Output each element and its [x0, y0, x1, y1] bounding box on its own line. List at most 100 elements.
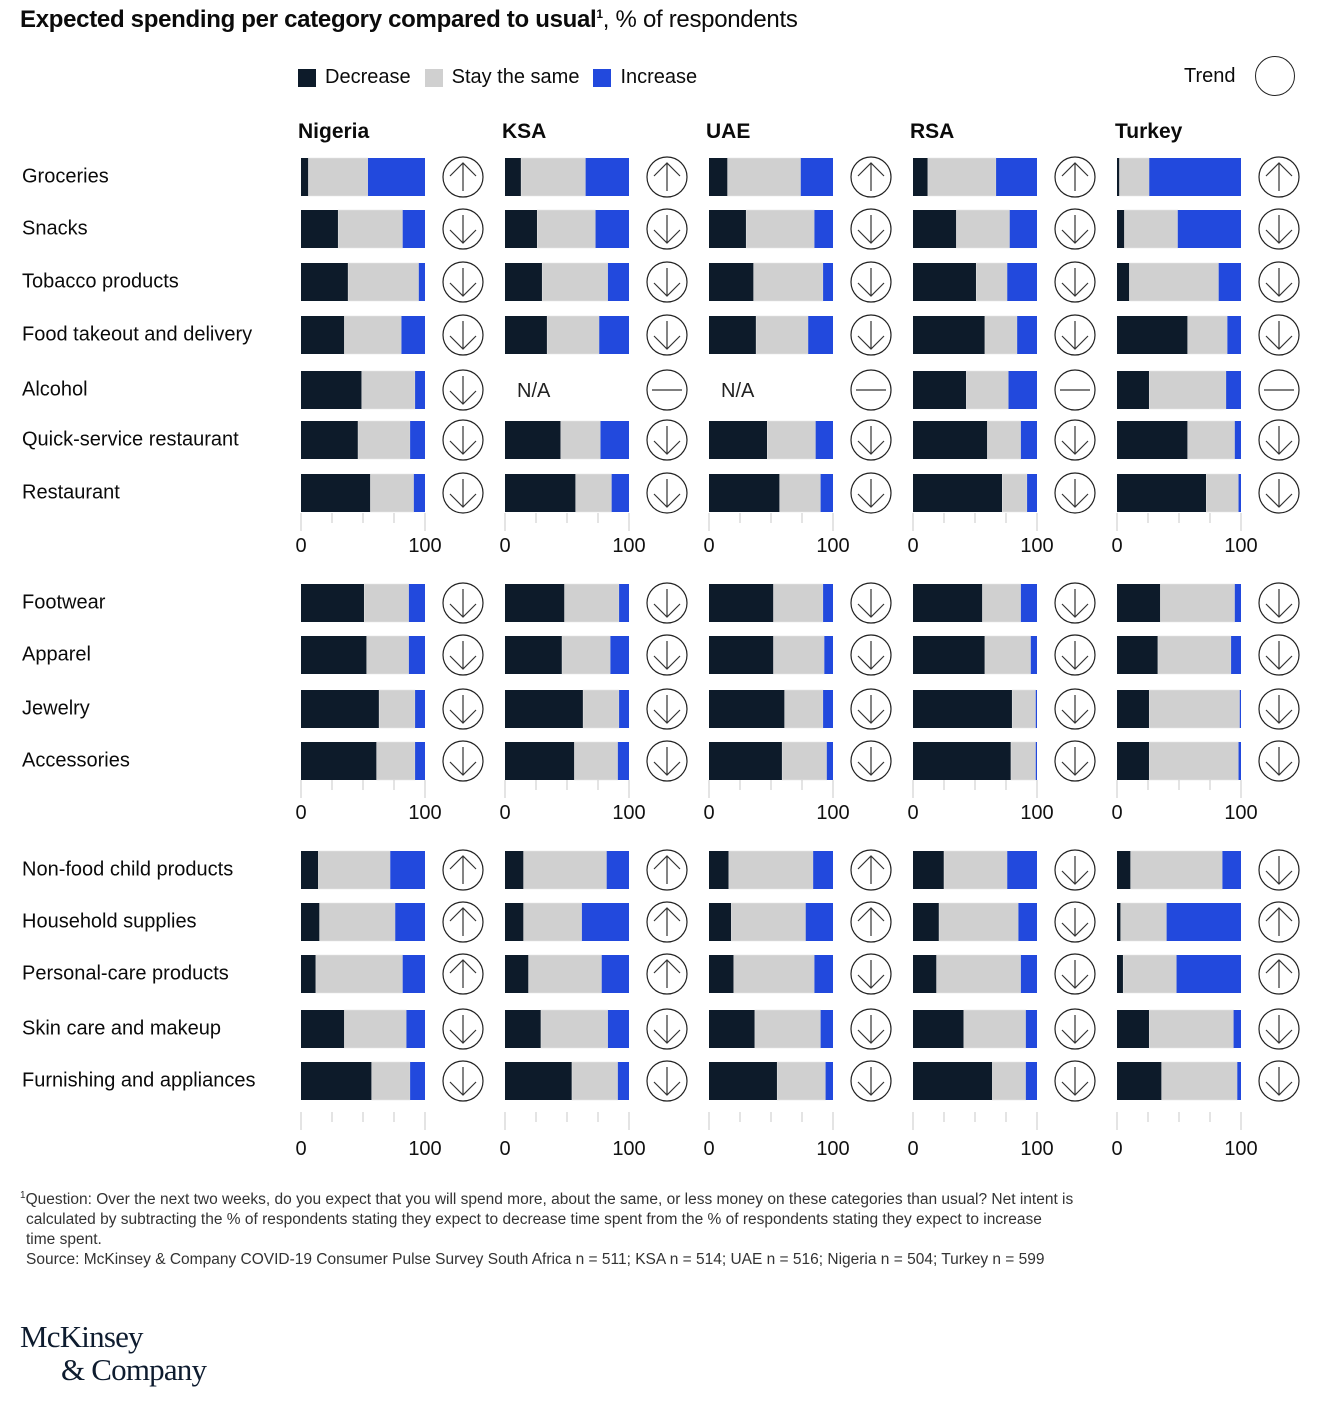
chart-title: Expected spending per category compared …	[20, 6, 798, 34]
bar-increase-rsa-jewelry	[1035, 690, 1037, 728]
legend-label-decrease: Decrease	[325, 66, 411, 88]
bar-increase-uae-personal-care-products	[814, 955, 833, 993]
trend-down-icon-nigeria-alcohol	[442, 369, 484, 411]
bar-decrease-rsa-household-supplies	[913, 903, 940, 941]
bar-increase-rsa-restaurant	[1027, 474, 1037, 512]
bar-stay-the-same-rsa-food-takeout-and-delivery	[984, 315, 1018, 355]
category-label-non-food-child-products: Non-food child products	[22, 858, 234, 881]
bar-increase-nigeria-personal-care-products	[402, 955, 425, 993]
trend-down-icon-uae-personal-care-products	[850, 953, 892, 995]
bar-increase-rsa-tobacco-products	[1007, 263, 1037, 301]
bar-stay-the-same-nigeria-jewelry	[378, 689, 416, 729]
bar-decrease-nigeria-household-supplies	[301, 903, 320, 941]
trend-down-icon-ksa-jewelry	[646, 688, 688, 730]
trend-down-icon-nigeria-food-takeout-and-delivery	[442, 314, 484, 356]
bar-increase-nigeria-household-supplies	[395, 903, 425, 941]
legend-label-increase: Increase	[620, 66, 698, 88]
footnote: 1Question: Over the next two weeks, do y…	[20, 1186, 1260, 1270]
bar-stay-the-same-ksa-groceries	[520, 157, 586, 197]
trend-flat-icon-rsa-alcohol	[1054, 369, 1096, 411]
bar-decrease-ksa-jewelry	[505, 690, 584, 728]
trend-up-icon-uae-groceries	[850, 156, 892, 198]
bar-decrease-rsa-apparel	[913, 636, 985, 674]
axis-label-rsa-g1-100: 100	[1020, 535, 1053, 557]
axis-label-nigeria-g1-0: 0	[295, 535, 306, 557]
trend-down-icon-turkey-tobacco-products	[1258, 261, 1300, 303]
trend-up-icon-uae-non-food-child-products	[850, 849, 892, 891]
category-label-jewelry: Jewelry	[22, 697, 90, 720]
trend-flat-icon-uae-alcohol	[850, 369, 892, 411]
bar-decrease-turkey-jewelry	[1117, 690, 1150, 728]
bar-decrease-uae-quick-service-restaurant	[709, 421, 768, 459]
bar-decrease-rsa-groceries	[913, 158, 928, 196]
axis-label-nigeria-g2-0: 0	[295, 802, 306, 824]
bar-increase-turkey-accessories	[1238, 742, 1241, 780]
bar-increase-nigeria-alcohol	[415, 371, 425, 409]
bar-decrease-ksa-household-supplies	[505, 903, 524, 941]
bar-increase-turkey-furnishing-and-appliances	[1237, 1062, 1241, 1100]
bar-increase-uae-food-takeout-and-delivery	[808, 316, 833, 354]
bar-stay-the-same-turkey-quick-service-restaurant	[1187, 420, 1236, 460]
bar-stay-the-same-rsa-non-food-child-products	[943, 850, 1008, 890]
trend-down-icon-rsa-jewelry	[1054, 688, 1096, 730]
trend-down-icon-ksa-skin-care-and-makeup	[646, 1008, 688, 1050]
bar-decrease-turkey-footwear	[1117, 584, 1161, 622]
bar-decrease-nigeria-non-food-child-products	[301, 851, 319, 889]
trend-down-icon-ksa-accessories	[646, 740, 688, 782]
country-header-turkey: Turkey	[1115, 120, 1183, 143]
na-label-uae-alcohol: N/A	[721, 380, 755, 402]
na-label-ksa-alcohol: N/A	[517, 380, 551, 402]
bar-stay-the-same-ksa-household-supplies	[523, 902, 583, 942]
axis-label-uae-g1-100: 100	[816, 535, 849, 557]
bar-stay-the-same-ksa-non-food-child-products	[523, 850, 607, 890]
bar-decrease-nigeria-furnishing-and-appliances	[301, 1062, 372, 1100]
category-label-accessories: Accessories	[22, 749, 130, 772]
bar-stay-the-same-rsa-quick-service-restaurant	[987, 420, 1022, 460]
bar-stay-the-same-rsa-apparel	[984, 635, 1032, 675]
bar-increase-ksa-non-food-child-products	[606, 851, 629, 889]
bar-decrease-nigeria-footwear	[301, 584, 365, 622]
bar-decrease-uae-accessories	[709, 742, 783, 780]
bar-stay-the-same-nigeria-skin-care-and-makeup	[344, 1009, 407, 1049]
trend-up-icon-turkey-groceries	[1258, 156, 1300, 198]
bar-stay-the-same-uae-non-food-child-products	[728, 850, 814, 890]
bar-stay-the-same-nigeria-restaurant	[370, 473, 415, 513]
trend-down-icon-uae-snacks	[850, 208, 892, 250]
bar-increase-ksa-tobacco-products	[607, 263, 629, 301]
bar-increase-rsa-quick-service-restaurant	[1020, 421, 1037, 459]
bar-stay-the-same-uae-personal-care-products	[733, 954, 815, 994]
bar-decrease-nigeria-personal-care-products	[301, 955, 316, 993]
bar-decrease-ksa-groceries	[505, 158, 522, 196]
bar-decrease-uae-apparel	[709, 636, 774, 674]
footnote-line-2: calculated by subtracting the % of respo…	[26, 1211, 1042, 1229]
bar-decrease-turkey-groceries	[1117, 158, 1120, 196]
bar-decrease-turkey-non-food-child-products	[1117, 851, 1131, 889]
bar-increase-turkey-apparel	[1231, 636, 1241, 674]
bar-increase-rsa-household-supplies	[1018, 903, 1037, 941]
bar-stay-the-same-nigeria-snacks	[337, 209, 403, 249]
trend-down-icon-turkey-quick-service-restaurant	[1258, 419, 1300, 461]
axis-label-ksa-g2-0: 0	[499, 802, 510, 824]
bar-increase-uae-footwear	[823, 584, 833, 622]
bar-increase-nigeria-tobacco-products	[418, 263, 425, 301]
trend-down-icon-rsa-accessories	[1054, 740, 1096, 782]
footnote-marker: 1	[20, 1190, 26, 1201]
bar-decrease-turkey-personal-care-products	[1117, 955, 1124, 993]
trend-down-icon-nigeria-accessories	[442, 740, 484, 782]
bar-increase-turkey-personal-care-products	[1176, 955, 1241, 993]
trend-up-icon-ksa-groceries	[646, 156, 688, 198]
bar-stay-the-same-ksa-skin-care-and-makeup	[540, 1009, 609, 1049]
bar-decrease-uae-restaurant	[709, 474, 780, 512]
bar-stay-the-same-turkey-skin-care-and-makeup	[1148, 1009, 1234, 1049]
bar-stay-the-same-uae-household-supplies	[731, 902, 806, 942]
bar-decrease-rsa-accessories	[913, 742, 1011, 780]
trend-down-icon-rsa-personal-care-products	[1054, 953, 1096, 995]
trend-down-icon-turkey-furnishing-and-appliances	[1258, 1060, 1300, 1102]
trend-down-icon-rsa-household-supplies	[1054, 901, 1096, 943]
bar-stay-the-same-ksa-accessories	[574, 741, 619, 781]
bar-increase-ksa-accessories	[617, 742, 629, 780]
axis-label-nigeria-g1-100: 100	[408, 535, 441, 557]
axis-label-turkey-g3-0: 0	[1111, 1138, 1122, 1160]
bar-stay-the-same-ksa-quick-service-restaurant	[560, 420, 601, 460]
bar-increase-uae-skin-care-and-makeup	[820, 1010, 833, 1048]
